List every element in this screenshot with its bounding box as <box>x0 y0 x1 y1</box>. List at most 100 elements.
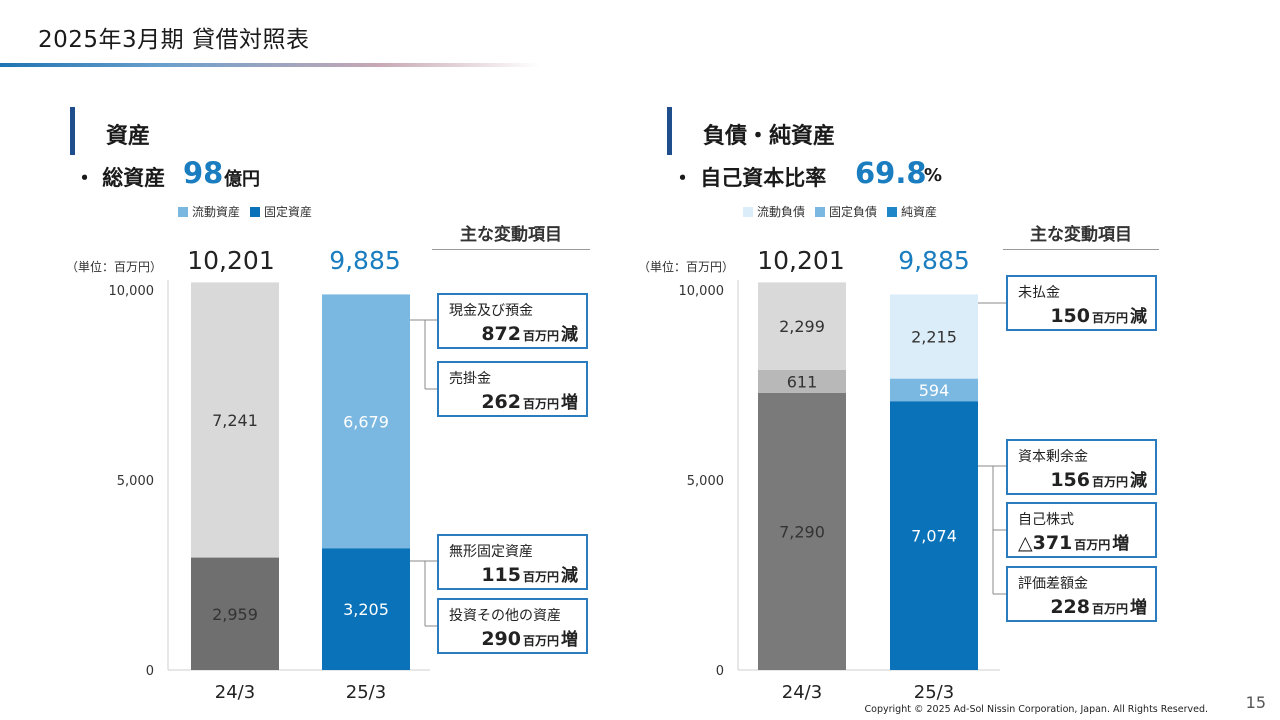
total-label-prev: 10,201 <box>187 246 275 275</box>
section-accent-bar <box>667 107 672 155</box>
legend-item: 流動資産 <box>178 203 240 220</box>
bar-segment <box>758 369 846 393</box>
data-label: 6,679 <box>343 412 389 431</box>
liabilities-section-title: 負債・純資産 <box>703 124 836 149</box>
legend-swatch <box>178 206 188 217</box>
data-label: 611 <box>787 372 818 391</box>
page-title: 2025年3月期 貸借対照表 <box>38 27 310 53</box>
data-label: 2,959 <box>212 605 258 624</box>
callout-value: 872 <box>481 323 521 345</box>
callout-value: 228 <box>1050 596 1090 618</box>
callout-investments: 投資その他の資産 290 百万円増 <box>437 598 588 654</box>
total-label-curr: 9,885 <box>898 246 970 275</box>
callout-direction: 減 <box>561 325 578 345</box>
bar-segment <box>890 378 978 402</box>
callout-unit: 百万円 <box>1091 602 1128 616</box>
assets-stacked-bar-chart: 0 5,000 10,000 2,959 7,241 24/3 3,205 6,679 25/3 <box>109 280 430 703</box>
total-assets-label: ・ 総資産 <box>74 166 166 190</box>
callout-unit: 百万円 <box>522 634 559 648</box>
callout-name: 現金及び預金 <box>449 303 533 319</box>
y-tick-label: 0 <box>716 664 724 679</box>
callout-unit: 百万円 <box>1091 475 1128 489</box>
equity-ratio-label: ・ 自己資本比率 <box>672 166 827 190</box>
data-label: 3,205 <box>343 600 389 619</box>
legend-label: 純資産 <box>901 205 938 219</box>
assets-legend: 流動資産 固定資産 <box>178 203 312 220</box>
callout-unit: 百万円 <box>1074 538 1111 552</box>
callout-value: 262 <box>481 391 521 413</box>
legend-swatch <box>743 206 753 217</box>
total-label-prev: 10,201 <box>757 246 845 275</box>
callout-name: 資本剰余金 <box>1018 449 1088 465</box>
title-divider <box>0 63 540 67</box>
data-label: 2,215 <box>911 328 957 347</box>
y-tick-label: 0 <box>146 664 154 679</box>
x-tick-label: 25/3 <box>346 682 386 703</box>
liabilities-legend: 流動負債 固定負債 純資産 <box>743 203 937 220</box>
unit-label: （単位：百万円） <box>66 260 163 274</box>
change-items-title: 主な変動項目 <box>1030 225 1132 245</box>
callout-valuation-difference: 評価差額金 228 百万円増 <box>1006 566 1157 622</box>
callout-direction: 減 <box>561 566 578 586</box>
legend-item: 純資産 <box>887 203 937 220</box>
total-label-curr: 9,885 <box>329 246 401 275</box>
change-items-rule <box>432 249 590 250</box>
callout-treasury-stock: 自己株式 △371 百万円増 <box>1006 502 1157 558</box>
data-label: 7,290 <box>779 522 825 541</box>
callout-direction: 増 <box>561 630 578 650</box>
x-tick-label: 24/3 <box>215 682 255 703</box>
x-tick-label: 25/3 <box>914 682 954 703</box>
callout-accounts-payable: 未払金 150 百万円減 <box>1006 275 1157 331</box>
data-label: 2,299 <box>779 317 825 336</box>
callout-name: 未払金 <box>1018 285 1060 301</box>
bar-segment <box>758 282 846 370</box>
callout-value: △371 <box>1018 532 1073 554</box>
callout-direction: 減 <box>1130 471 1147 491</box>
assets-section-title: 資産 <box>106 124 151 149</box>
callout-name: 自己株式 <box>1018 512 1074 528</box>
legend-item: 固定負債 <box>815 203 877 220</box>
callout-name: 投資その他の資産 <box>449 608 561 624</box>
legend-swatch <box>250 206 261 217</box>
change-items-title: 主な変動項目 <box>460 225 562 245</box>
unit-label: （単位：百万円） <box>638 260 735 274</box>
callout-value: 115 <box>481 564 521 586</box>
x-tick-label: 24/3 <box>782 682 822 703</box>
bar-segment <box>191 557 279 670</box>
data-label: 7,241 <box>212 411 258 430</box>
bar-segment <box>890 401 978 670</box>
legend-label: 固定資産 <box>264 205 313 219</box>
legend-label: 流動資産 <box>192 205 241 219</box>
bar-segment <box>890 294 978 379</box>
callout-capital-surplus: 資本剰余金 156 百万円減 <box>1006 439 1157 495</box>
callout-name: 無形固定資産 <box>449 544 533 560</box>
page-number: 15 <box>1245 693 1266 712</box>
bar-segment <box>758 392 846 670</box>
y-tick-label: 10,000 <box>109 284 155 299</box>
callout-value: 156 <box>1050 469 1090 491</box>
equity-ratio-unit: % <box>924 165 943 186</box>
callout-unit: 百万円 <box>522 329 559 343</box>
callout-name: 評価差額金 <box>1018 576 1088 592</box>
callout-value: 150 <box>1050 305 1090 327</box>
liabilities-stacked-bar-chart: 0 5,000 10,000 7,290 611 2,299 24/3 7,074 594 2,2… <box>679 280 1000 703</box>
section-accent-bar <box>70 107 75 155</box>
legend-swatch <box>815 206 826 217</box>
callout-value: 290 <box>481 628 521 650</box>
callout-intangible: 無形固定資産 115 百万円減 <box>437 534 588 590</box>
copyright: Copyright © 2025 Ad-Sol Nissin Corporati… <box>864 704 1208 715</box>
y-tick-label: 5,000 <box>117 474 154 489</box>
legend-item: 固定資産 <box>250 203 312 220</box>
data-label: 7,074 <box>911 527 957 546</box>
bar-segment <box>322 294 410 549</box>
y-tick-label: 10,000 <box>679 284 725 299</box>
callout-direction: 増 <box>1112 534 1130 554</box>
bar-segment <box>322 548 410 670</box>
callout-direction: 増 <box>561 393 578 413</box>
total-assets-value: 98 <box>183 156 224 190</box>
data-label: 594 <box>919 381 950 400</box>
callout-cash: 現金及び預金 872 百万円減 <box>437 293 588 349</box>
callout-name: 売掛金 <box>449 371 491 387</box>
callout-direction: 減 <box>1130 307 1147 327</box>
